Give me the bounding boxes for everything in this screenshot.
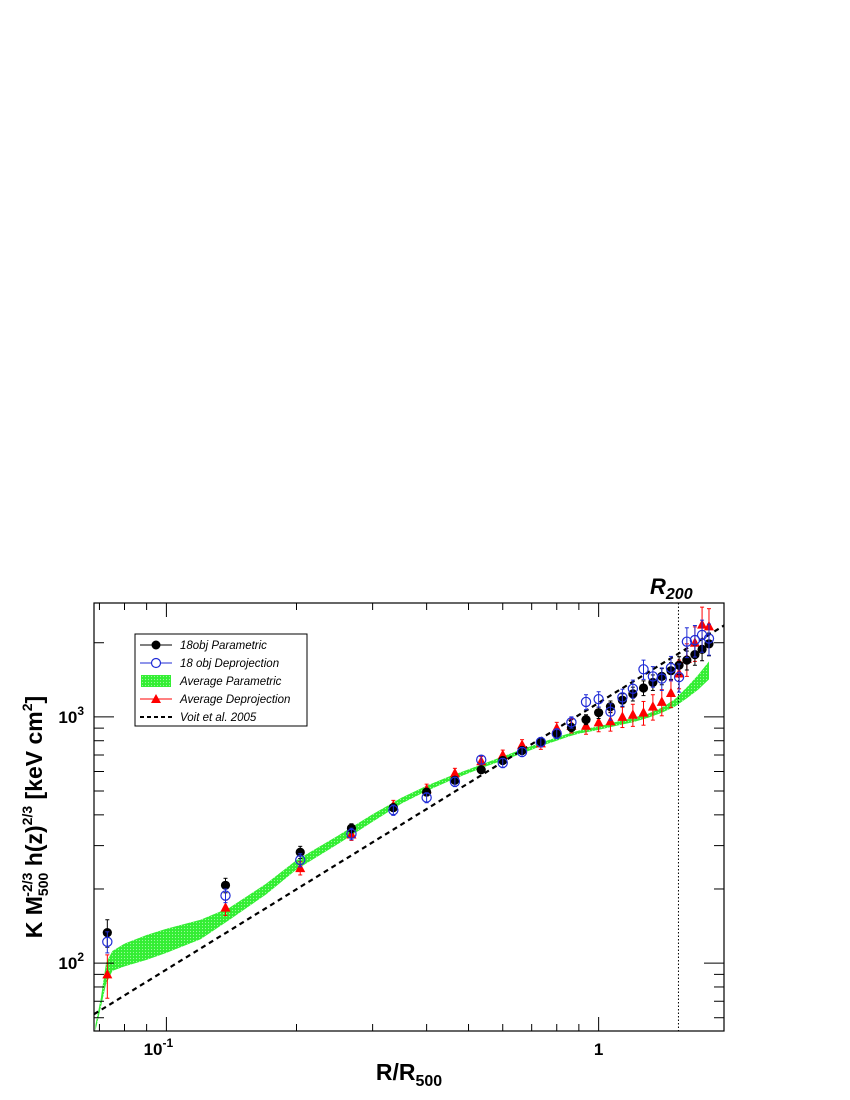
series-18-obj-deprojection — [102, 619, 715, 954]
data-point — [594, 708, 604, 718]
data-point — [638, 683, 649, 693]
data-point — [220, 880, 231, 890]
data-point — [102, 968, 113, 979]
data-point — [535, 736, 547, 748]
x-axis-title: R/R500 — [376, 1059, 442, 1090]
legend-label-band: Average Parametric — [179, 676, 282, 688]
data-point — [476, 754, 487, 765]
data-point — [681, 636, 693, 647]
data-point — [665, 687, 676, 697]
data-point — [102, 936, 113, 948]
data-point — [593, 716, 604, 727]
legend-swatch-band — [141, 675, 171, 687]
voit-2005-line — [94, 624, 724, 1016]
data-point — [295, 847, 305, 857]
legend-label-avg-deprojection: Average Deprojection — [179, 694, 290, 706]
data-point — [580, 696, 592, 708]
data-point — [551, 728, 562, 739]
plot-frame — [93, 602, 725, 1032]
data-point — [346, 828, 357, 840]
data-point — [682, 655, 692, 665]
data-point — [605, 706, 616, 717]
data-point — [627, 683, 639, 695]
data-point — [638, 664, 649, 675]
data-point — [665, 662, 677, 674]
data-point — [617, 692, 628, 703]
r200-label: R200 — [650, 574, 693, 603]
data-point — [421, 792, 432, 803]
x-tick-label: 10-1 — [144, 1036, 174, 1059]
data-point — [517, 739, 528, 749]
data-point — [422, 787, 432, 797]
data-point — [647, 701, 658, 711]
data-point — [449, 767, 460, 778]
data-point — [627, 709, 638, 719]
y-tick-label: 102 — [58, 950, 84, 973]
legend-label-deprojection: 18 obj Deprojection — [180, 658, 279, 670]
legend-label-voit: Voit et al. 2005 — [180, 712, 257, 724]
data-point — [593, 693, 604, 705]
data-point — [449, 776, 461, 787]
y-tick-label: 103 — [58, 704, 84, 727]
data-point — [220, 890, 231, 901]
x-tick-label: 1 — [594, 1040, 603, 1059]
data-point — [581, 714, 591, 725]
legend-marker-deprojection — [150, 657, 162, 669]
data-point — [476, 765, 486, 775]
data-point — [656, 696, 667, 706]
legend: 18obj Parametric 18 obj Deprojection Ave… — [134, 633, 308, 727]
data-point — [295, 854, 306, 866]
data-point — [673, 671, 685, 683]
data-point — [516, 746, 528, 758]
data-point — [566, 717, 577, 728]
legend-marker-parametric — [151, 640, 161, 650]
reference-line-layer — [94, 624, 724, 1016]
data-point — [617, 711, 628, 721]
ticks-layer: 10-1 1 102 103 — [58, 603, 724, 1059]
legend-marker-avg-deprojection — [151, 694, 161, 703]
data-point — [220, 902, 231, 912]
legend-label-parametric: 18obj Parametric — [180, 640, 267, 652]
data-point — [689, 634, 701, 646]
y-axis-title: K M500-2/3 h(z)2/3 [keV cm2] — [19, 696, 51, 938]
data-point — [703, 633, 715, 644]
points-layer — [102, 606, 715, 999]
data-point — [638, 707, 649, 717]
data-point — [388, 804, 399, 816]
data-point — [295, 862, 306, 873]
data-point — [497, 757, 508, 769]
data-point — [656, 673, 667, 684]
